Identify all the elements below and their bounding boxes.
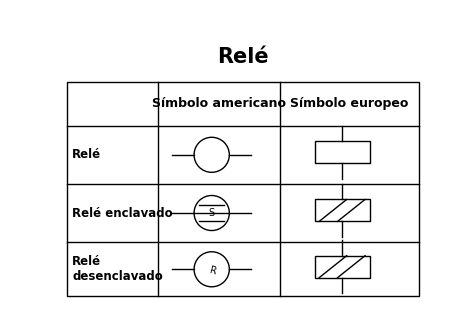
Text: Relé
desenclavado: Relé desenclavado (72, 255, 163, 283)
Bar (315, 141, 370, 163)
Text: Relé: Relé (72, 148, 101, 161)
Text: Relé: Relé (217, 47, 269, 67)
Text: Relé enclavado: Relé enclavado (72, 207, 173, 219)
Bar (315, 256, 370, 278)
Text: R: R (208, 265, 218, 276)
Bar (315, 200, 370, 221)
Text: Símbolo americano: Símbolo americano (152, 97, 286, 110)
Text: S: S (209, 208, 215, 218)
Bar (66, 82, 419, 296)
Text: Símbolo europeo: Símbolo europeo (290, 97, 409, 110)
